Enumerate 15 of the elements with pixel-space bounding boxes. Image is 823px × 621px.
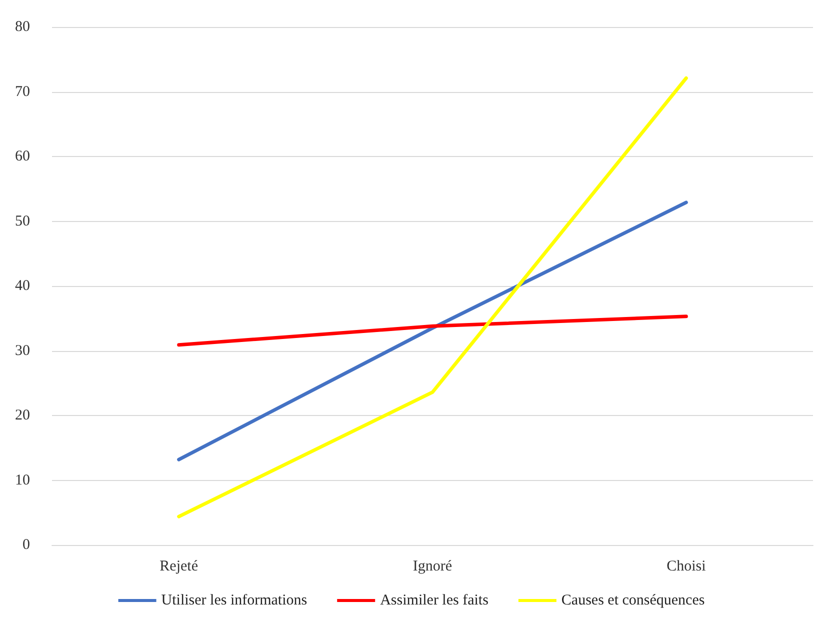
y-tick-label: 60 [15, 148, 30, 164]
y-tick-label: 40 [15, 278, 30, 294]
y-tick-label: 70 [15, 84, 30, 100]
y-tick-label: 30 [15, 342, 30, 359]
x-tick-label: Rejeté [160, 558, 198, 574]
y-tick-label: 50 [15, 213, 30, 230]
legend-label: Causes et conséquences [561, 592, 705, 608]
legend-label: Utiliser les informations [161, 592, 308, 608]
y-tick-label: 80 [15, 19, 30, 35]
y-tick-label: 20 [15, 408, 30, 424]
y-tick-label: 10 [15, 472, 30, 488]
x-tick-label: Choisi [666, 558, 706, 574]
x-tick-label: Ignoré [412, 558, 452, 574]
legend-label: Assimiler les faits [380, 592, 489, 608]
y-tick-label: 0 [22, 537, 30, 553]
